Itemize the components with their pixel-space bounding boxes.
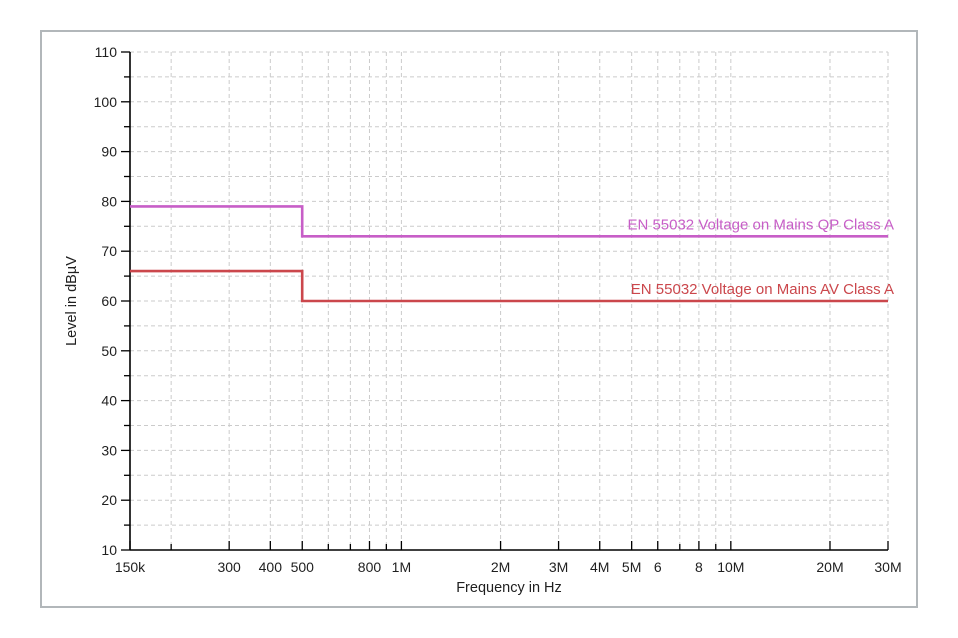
x-tick-label: 5M xyxy=(622,559,641,575)
x-tick-label: 500 xyxy=(291,559,315,575)
y-axis-title: Level in dBµV xyxy=(64,256,80,346)
y-tick-label: 80 xyxy=(101,193,117,209)
series-line-1 xyxy=(130,269,888,303)
series-line-0 xyxy=(130,205,888,238)
x-tick-label: 6 xyxy=(654,559,662,575)
x-tick-label: 400 xyxy=(259,559,283,575)
y-tick-label: 50 xyxy=(101,343,117,359)
axis-tick-labels: 10 20 30 40 50 60 70 80 90 100 110 150k 300 400 500 800… xyxy=(94,44,902,575)
limit-chart-panel: 10 20 30 40 50 60 70 80 90 100 110 150k 300 400 500 800… xyxy=(40,30,918,608)
x-tick-label: 3M xyxy=(549,559,568,575)
x-tick-label: 1M xyxy=(392,559,411,575)
x-tick-label: 800 xyxy=(358,559,382,575)
limit-line-labels: EN 55032 Voltage on Mains QP Class A EN 5… xyxy=(627,216,894,298)
x-tick-label: 20M xyxy=(816,559,843,575)
x-axis-title: Frequency in Hz xyxy=(456,580,562,596)
x-tick-label: 2M xyxy=(491,559,510,575)
y-tick-label: 70 xyxy=(101,243,117,259)
axis-ticks xyxy=(121,51,889,551)
x-tick-label: 10M xyxy=(717,559,744,575)
y-tick-label: 10 xyxy=(101,542,117,558)
chart-canvas: 10 20 30 40 50 60 70 80 90 100 110 150k 300 400 500 800… xyxy=(64,44,902,596)
series-label-0: EN 55032 Voltage on Mains QP Class A xyxy=(627,216,894,233)
x-tick-label: 300 xyxy=(217,559,241,575)
series-label-1: EN 55032 Voltage on Mains AV Class A xyxy=(631,281,894,298)
y-tick-label: 90 xyxy=(101,144,117,160)
x-tick-label: 8 xyxy=(695,559,703,575)
y-tick-label: 20 xyxy=(101,492,117,508)
y-tick-label: 40 xyxy=(101,393,117,409)
limit-lines xyxy=(130,205,888,303)
x-tick-label: 30M xyxy=(874,559,901,575)
y-tick-label: 30 xyxy=(101,442,117,458)
x-tick-label: 150k xyxy=(115,559,146,575)
y-tick-label: 60 xyxy=(101,293,117,309)
y-tick-label: 100 xyxy=(94,94,118,110)
x-tick-label: 4M xyxy=(590,559,609,575)
y-tick-label: 110 xyxy=(95,44,118,60)
